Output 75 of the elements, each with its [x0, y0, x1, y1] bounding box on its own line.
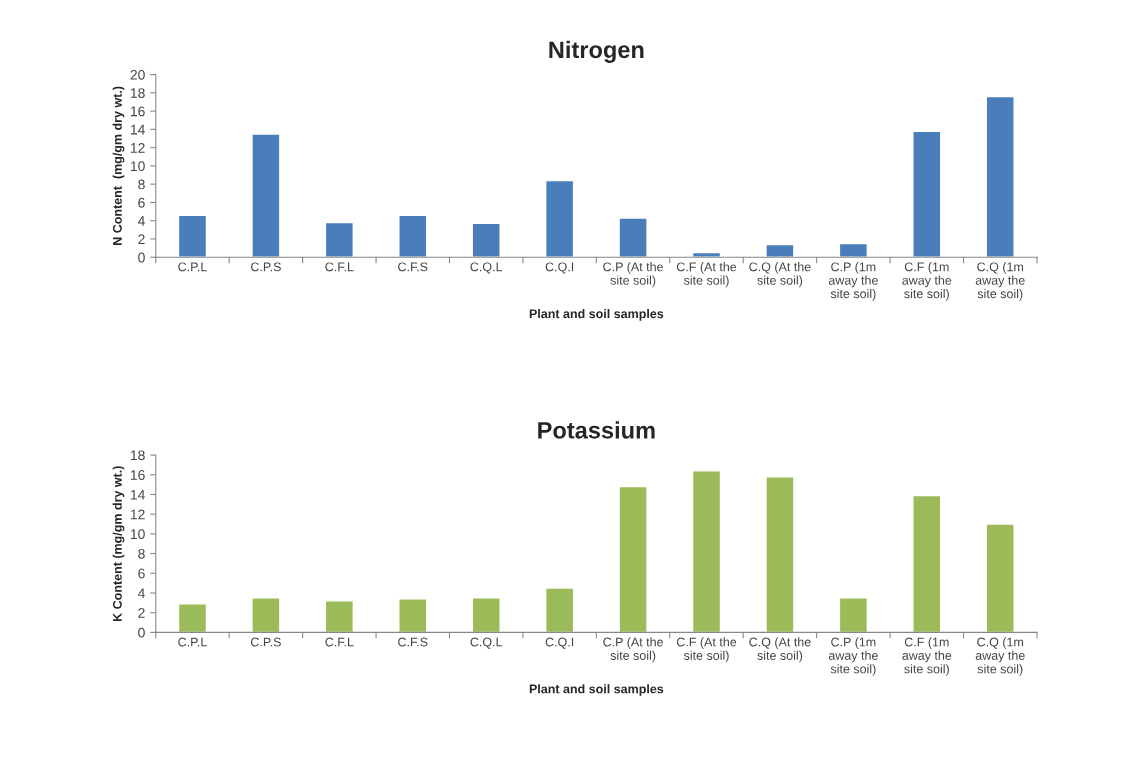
x-tick-label: C.P (1m away the site soil) [828, 262, 878, 301]
y-tick-label: 10 [130, 529, 145, 540]
x-axis-title: Plant and soil samples [529, 684, 664, 696]
x-axis-title: Plant and soil samples [529, 308, 664, 321]
bar [544, 587, 575, 633]
bar [912, 130, 942, 258]
y-tick-label: 8 [138, 179, 145, 190]
y-tick-label: 2 [138, 608, 145, 618]
x-tick-label: C.Q.I [545, 637, 574, 649]
bar [177, 214, 208, 258]
x-tick-label: C.F.S [398, 637, 428, 647]
y-tick-label: 20 [130, 69, 145, 80]
bar [765, 476, 795, 633]
y-tick-label: 18 [130, 88, 145, 99]
bar [471, 597, 501, 633]
y-tick-label: 14 [130, 124, 145, 135]
x-tick-label: C.P (At the site soil) [603, 637, 663, 663]
bar [691, 470, 722, 633]
bar [838, 597, 869, 633]
bar [398, 214, 428, 258]
x-tick-label: C.Q.I [545, 262, 574, 274]
y-axis-title: N Content (mg/gm dry wt.) [112, 86, 125, 245]
chart-title: Nitrogen [549, 40, 644, 63]
x-tick-label: C.P.L [178, 262, 207, 272]
x-tick-label: C.F.L [325, 637, 354, 647]
bar [985, 95, 1015, 258]
y-tick-label: 18 [130, 450, 145, 461]
x-tick-label: C.F (1m away the site soil) [902, 262, 952, 301]
bar [324, 600, 354, 633]
y-tick-label: 14 [130, 489, 145, 500]
x-tick-label: C.F (1m away the site soil) [902, 637, 952, 676]
bar [912, 494, 942, 633]
y-tick-label: 4 [137, 588, 145, 599]
x-tick-label: C.Q (1m away the site soil) [975, 262, 1025, 301]
x-tick-label: C.F.S [398, 262, 428, 272]
bar [618, 485, 648, 633]
y-tick-label: 6 [138, 197, 145, 208]
chart-title: Potassium [538, 421, 655, 439]
y-tick-label: 2 [138, 234, 145, 244]
bar [838, 242, 869, 258]
y-tick-label: 10 [130, 161, 145, 172]
y-axis-title: K Content (mg/gm dry wt.) [112, 466, 125, 622]
y-tick-label: 12 [130, 142, 145, 153]
x-tick-label: C.F (At the site soil) [676, 637, 737, 663]
bar [471, 222, 501, 258]
x-tick-label: C.P.L [178, 637, 207, 647]
bar [251, 133, 281, 258]
y-tick-label: 0 [138, 627, 145, 638]
bar [544, 179, 575, 258]
x-tick-label: C.Q (At the site soil) [749, 262, 811, 288]
x-tick-label: C.Q (1m away the site soil) [975, 637, 1025, 676]
bar [765, 243, 795, 258]
bar [985, 523, 1015, 633]
bar [251, 597, 281, 633]
y-tick-label: 6 [138, 568, 145, 579]
y-tick-label: 8 [138, 548, 145, 559]
x-tick-label: C.P.S [251, 637, 281, 647]
x-tick-label: C.Q (At the site soil) [749, 637, 811, 663]
y-tick-label: 16 [130, 106, 145, 117]
bar [618, 217, 648, 258]
bar [398, 598, 428, 633]
y-tick-label: 4 [137, 216, 145, 226]
bar [324, 221, 354, 258]
x-tick-label: C.P.S [251, 262, 281, 272]
x-tick-label: C.Q.L [470, 262, 503, 274]
y-tick-label: 0 [138, 252, 145, 263]
bar [177, 603, 208, 633]
x-tick-label: C.Q.L [470, 637, 503, 649]
y-tick-label: 12 [130, 509, 145, 520]
bar [691, 251, 722, 258]
x-tick-label: C.P (At the site soil) [603, 262, 663, 288]
y-tick-label: 16 [130, 470, 145, 480]
x-tick-label: C.P (1m away the site soil) [828, 637, 878, 676]
x-tick-label: C.F.L [325, 262, 354, 272]
x-tick-label: C.F (At the site soil) [676, 262, 737, 288]
